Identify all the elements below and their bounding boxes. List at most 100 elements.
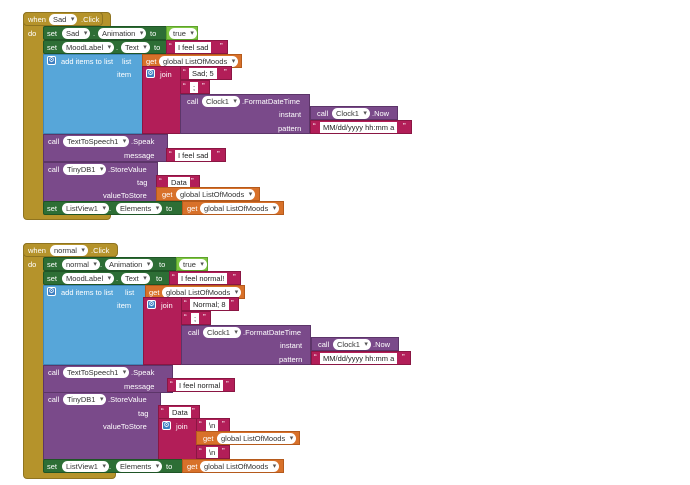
quote-open: “	[199, 420, 202, 429]
component-dropdown[interactable]: Sad	[62, 28, 91, 39]
text-value[interactable]: Normal; 8	[190, 299, 229, 310]
text-value[interactable]: ;	[191, 313, 200, 324]
property-dropdown[interactable]: Elements	[116, 203, 163, 214]
set-label: set	[47, 43, 58, 52]
call-label: call	[187, 97, 199, 106]
set-label: set	[47, 29, 58, 38]
component-dropdown[interactable]: TinyDB1	[63, 394, 107, 405]
get-label: get	[146, 57, 157, 66]
mutator-gear-icon[interactable]: ⚙	[47, 287, 56, 296]
variable-dropdown[interactable]: global ListOfMoods	[200, 203, 280, 214]
to-label: to	[166, 462, 173, 471]
list-label: list	[122, 57, 132, 66]
call-label: call	[48, 395, 60, 404]
component-dropdown[interactable]: ListView1	[62, 203, 109, 214]
variable-dropdown[interactable]: global ListOfMoods	[159, 56, 239, 67]
component-dropdown[interactable]: TextToSpeech1	[63, 367, 130, 378]
variable-dropdown[interactable]: global ListOfMoods	[217, 433, 297, 444]
variable-dropdown[interactable]: global ListOfMoods	[162, 287, 242, 298]
instant-label: instant	[279, 110, 302, 119]
component-dropdown[interactable]: Clock1	[332, 108, 370, 119]
component-dropdown[interactable]: normal	[62, 259, 100, 270]
text-value[interactable]: I feel normal!	[178, 273, 228, 284]
component-dropdown[interactable]: TinyDB1	[63, 164, 107, 175]
tag-label: tag	[138, 409, 149, 418]
component-dropdown[interactable]: MoodLabel	[62, 42, 115, 53]
event-name-label: .Click	[81, 15, 100, 24]
variable-dropdown[interactable]: global ListOfMoods	[176, 189, 256, 200]
quote-close: ”	[224, 68, 227, 77]
quote-close: ”	[203, 313, 206, 322]
text-value[interactable]: MM/dd/yyyy hh:mm a	[320, 353, 398, 364]
call-label: call	[48, 165, 60, 174]
quote-close: ”	[403, 122, 406, 131]
component-dropdown[interactable]: Clock1	[202, 96, 240, 107]
property-dropdown[interactable]: Animation	[98, 28, 147, 39]
quote-close: ”	[202, 82, 205, 91]
component-dropdown[interactable]: Sad	[49, 14, 78, 25]
message-label: message	[124, 382, 155, 391]
text-value[interactable]: I feel sad	[175, 42, 212, 53]
quote-close: ”	[217, 150, 220, 159]
call-label: call	[318, 340, 330, 349]
property-dropdown[interactable]: Animation	[105, 259, 154, 270]
component-dropdown[interactable]: TextToSpeech1	[63, 136, 130, 147]
quote-open: “	[314, 353, 317, 362]
text-value[interactable]: I feel sad	[175, 150, 212, 161]
mutator-gear-icon[interactable]: ⚙	[146, 69, 155, 78]
get-label: get	[187, 204, 198, 213]
dot: .	[109, 204, 112, 213]
mutator-gear-icon[interactable]: ⚙	[147, 300, 156, 309]
quote-open: “	[159, 177, 162, 186]
join-label: join	[160, 70, 172, 79]
boolean-dropdown[interactable]: true	[169, 28, 197, 39]
do-label: do	[28, 260, 37, 269]
property-dropdown[interactable]: Text	[121, 273, 150, 284]
value-to-store-label: valueToStore	[103, 422, 147, 431]
add-items-to-list-block[interactable]	[43, 285, 146, 365]
component-dropdown[interactable]: ListView1	[62, 461, 109, 472]
get-label: get	[187, 462, 198, 471]
quote-close: ”	[222, 447, 225, 456]
format-date-time-block[interactable]	[181, 325, 311, 365]
quote-close: ”	[191, 177, 194, 186]
quote-open: “	[183, 68, 186, 77]
set-label: set	[47, 274, 58, 283]
to-label: to	[156, 274, 163, 283]
text-value[interactable]: \n	[206, 420, 219, 431]
component-dropdown[interactable]: normal	[50, 245, 88, 256]
method-label: .Now	[373, 340, 391, 349]
component-dropdown[interactable]: Clock1	[333, 339, 371, 350]
dot: .	[100, 260, 103, 269]
when-label: when	[28, 15, 46, 24]
tag-label: tag	[137, 178, 148, 187]
mutator-gear-icon[interactable]: ⚙	[162, 421, 171, 430]
mutator-gear-icon[interactable]: ⚙	[47, 56, 56, 65]
method-label: .StoreValue	[108, 165, 147, 174]
pattern-label: pattern	[279, 355, 303, 364]
text-value[interactable]: Data	[169, 407, 191, 418]
method-label: .StoreValue	[108, 395, 147, 404]
text-value[interactable]: I feel normal	[176, 380, 224, 391]
variable-dropdown[interactable]: global ListOfMoods	[200, 461, 280, 472]
component-dropdown[interactable]: Clock1	[203, 327, 241, 338]
text-value[interactable]: ;	[190, 82, 199, 93]
text-value[interactable]: MM/dd/yyyy hh:mm a	[320, 122, 398, 133]
property-dropdown[interactable]: Text	[121, 42, 150, 53]
quote-open: “	[170, 380, 173, 389]
text-value[interactable]: Sad; 5	[189, 68, 217, 79]
property-dropdown[interactable]: Elements	[116, 461, 163, 472]
list-label: list	[125, 288, 135, 297]
dot: .	[109, 462, 112, 471]
do-label: do	[28, 29, 37, 38]
item-label: item	[117, 70, 132, 79]
boolean-dropdown[interactable]: true	[179, 259, 207, 270]
quote-close: ”	[402, 353, 405, 362]
text-value[interactable]: \n	[206, 447, 219, 458]
dot: .	[93, 29, 96, 38]
text-value[interactable]: Data	[168, 177, 190, 188]
add-items-label: add items to list	[61, 288, 114, 297]
component-dropdown[interactable]: MoodLabel	[62, 273, 115, 284]
quote-close: ”	[226, 380, 229, 389]
method-label: .Speak	[131, 368, 155, 377]
